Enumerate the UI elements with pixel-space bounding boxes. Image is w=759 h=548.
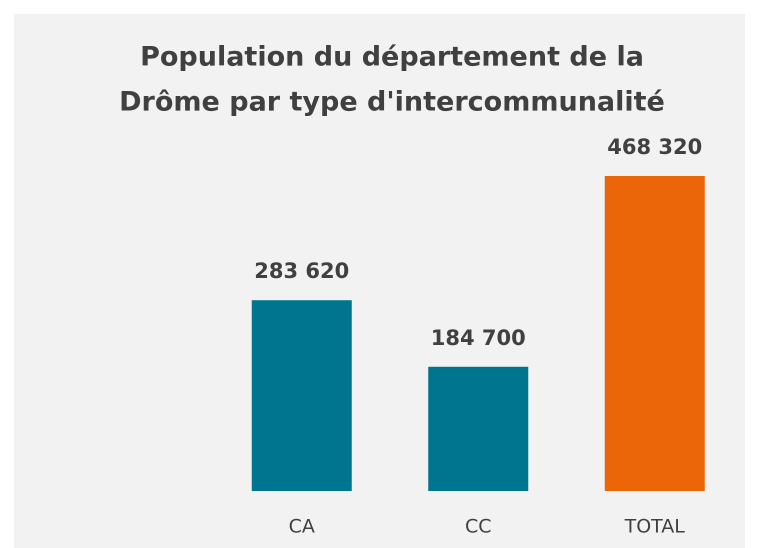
value-label: 283 620 (254, 259, 349, 283)
bar (251, 300, 352, 491)
chart-title: Drôme par type d'intercommunalité (119, 87, 665, 118)
bar (428, 366, 529, 491)
value-label: 184 700 (431, 326, 526, 350)
x-tick-label: TOTAL (624, 516, 686, 538)
x-tick-label: CC (465, 516, 492, 538)
value-label: 468 320 (607, 135, 702, 159)
chart-title: Population du département de la (140, 42, 644, 73)
bar (604, 176, 705, 491)
x-tick-label: CA (289, 516, 315, 538)
